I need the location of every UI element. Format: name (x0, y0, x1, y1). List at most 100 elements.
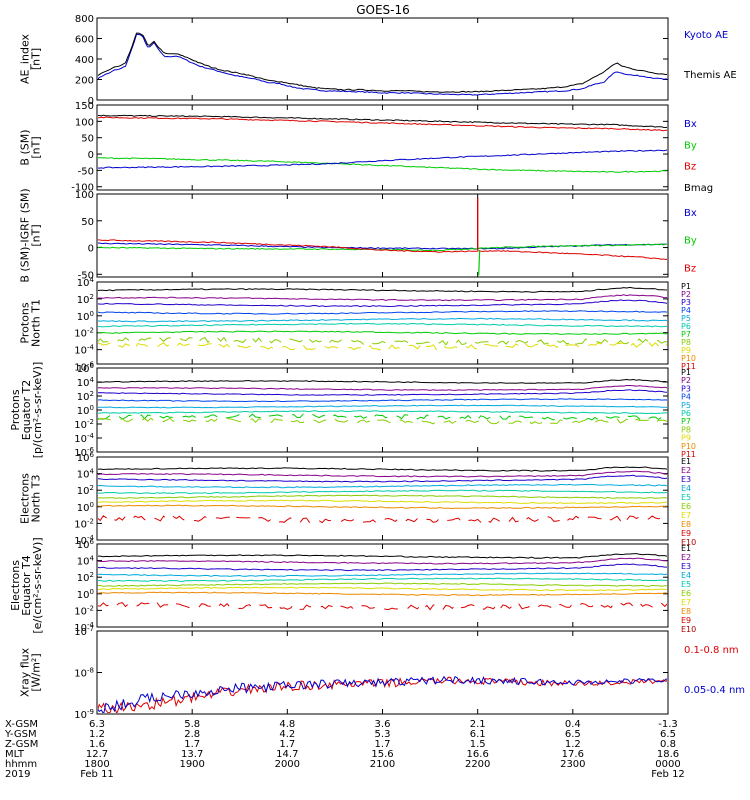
flux-channel-7 (98, 413, 667, 421)
y-axis-label: Equator T4 (20, 555, 33, 615)
y-tick-label: 102 (77, 484, 94, 497)
legend-entry: P5 (681, 401, 691, 410)
x-axis-row-label: Y-GSM (4, 729, 37, 740)
legend-entry: P4 (681, 393, 691, 402)
legend-entry: E9 (681, 616, 691, 625)
x-axis-value: 18.6 (657, 749, 679, 760)
y-tick-label: -50 (78, 270, 94, 281)
y-axis-label: AE_index (19, 33, 32, 84)
legend-entry: P3 (681, 298, 691, 307)
legend-entry: Bx (684, 208, 697, 219)
legend-entry: Bz (684, 162, 696, 173)
legend-entry: E7 (681, 511, 691, 520)
x-axis-value: 2000 (275, 759, 300, 770)
y-axis-label: Xray flux (19, 647, 32, 697)
y-tick-label: 10-2 (74, 604, 94, 617)
legend-entry: P1 (681, 368, 691, 377)
y-tick-label: 106 (77, 538, 95, 551)
x-axis-value: Feb 11 (80, 769, 114, 780)
y-tick-label: 100 (77, 310, 94, 323)
y-axis-label: Protons (19, 302, 32, 343)
y-axis-label: Electrons (9, 560, 22, 611)
legend-entry: Bmag (684, 183, 713, 194)
flux-channel-5 (98, 489, 667, 495)
legend-entry: 0.05-0.4 nm (684, 685, 745, 696)
x-axis-value: 4.8 (279, 719, 295, 730)
x-axis-value: 3.6 (375, 719, 391, 730)
legend-entry: E6 (681, 502, 691, 511)
legend-entry: E9 (681, 529, 691, 538)
y-tick-label: 600 (75, 35, 94, 46)
x-axis-value: 2.1 (470, 719, 486, 730)
legend-entry: Kyoto AE (684, 30, 728, 41)
y-tick-label: 10-2 (74, 418, 94, 431)
flux-channel-8 (98, 591, 667, 597)
flux-channel-3 (98, 563, 667, 572)
y-tick-label: 10-8 (74, 667, 94, 680)
flux-channel-4 (98, 310, 667, 315)
y-tick-label: 10-7 (74, 625, 94, 638)
x-axis-value: Feb 12 (651, 769, 685, 780)
series-line (98, 157, 667, 173)
x-axis-value: 13.7 (181, 749, 203, 760)
flux-channel-5 (98, 577, 667, 582)
legend-entry: E8 (681, 607, 691, 616)
legend-entry: E3 (681, 562, 691, 571)
x-axis-value: 12.7 (86, 749, 108, 760)
y-axis-label: [p/(cm²-s-sr-keV)] (31, 362, 44, 459)
x-axis-row-label: 2019 (5, 769, 30, 780)
y-tick-label: 104 (77, 468, 95, 481)
flux-channel-6 (98, 322, 667, 328)
series-line (98, 675, 667, 713)
legend-entry: E2 (681, 466, 691, 475)
legend-entry: P7 (681, 417, 691, 426)
legend-entry: P9 (681, 434, 691, 443)
spike-by (478, 250, 481, 276)
flux-channel-8 (98, 417, 667, 425)
legend-entry: P6 (681, 322, 691, 331)
flux-channel-7 (98, 586, 667, 592)
y-tick-label: 100 (77, 404, 94, 417)
flux-channel-2 (98, 385, 667, 391)
legend-entry: Bx (684, 119, 697, 130)
y-axis-label: Protons (9, 389, 22, 430)
flux-channel-5 (98, 404, 667, 409)
y-axis-label: North T1 (30, 299, 43, 347)
legend-entry: P2 (681, 376, 691, 385)
legend-entry: Themis AE (683, 70, 737, 81)
y-axis-label: B (SM) (19, 129, 32, 165)
legend-entry: P6 (681, 409, 691, 418)
panel-frame (96, 281, 669, 365)
flux-channel-7 (98, 330, 667, 335)
flux-channel-1 (98, 553, 667, 559)
flux-channel-9 (98, 602, 667, 611)
y-tick-label: 50 (81, 217, 94, 228)
legend-entry: E8 (681, 520, 691, 529)
y-axis-label: B (SM)-IGRF (SM) (19, 188, 32, 282)
y-tick-label: 106 (77, 362, 95, 375)
y-axis-label: [nT] (30, 48, 43, 70)
panel-frame (96, 104, 669, 191)
flux-channel-4 (98, 483, 667, 489)
x-axis-value: 1.7 (279, 739, 295, 750)
legend-entry: P4 (681, 306, 691, 315)
flux-channel-2 (98, 557, 667, 565)
legend-entry: E7 (681, 598, 691, 607)
figure-title: GOES-16 (356, 3, 410, 17)
flux-channel-2 (98, 470, 667, 478)
x-axis-value: 2100 (370, 759, 395, 770)
x-axis-value: 6.1 (470, 729, 486, 740)
y-axis-label: Electrons (19, 473, 32, 524)
flux-channel-9 (98, 341, 667, 351)
x-axis-value: 0.4 (565, 719, 581, 730)
legend-entry: P1 (681, 282, 691, 291)
y-axis-label: [e/(cm²-s-sr-keV)] (31, 537, 44, 633)
panel-frame (96, 17, 669, 101)
y-tick-label: 104 (77, 555, 95, 568)
y-tick-label: 0 (88, 96, 94, 107)
flux-channel-3 (98, 299, 667, 308)
legend-entry: E1 (681, 544, 691, 553)
y-tick-label: -100 (71, 183, 94, 194)
